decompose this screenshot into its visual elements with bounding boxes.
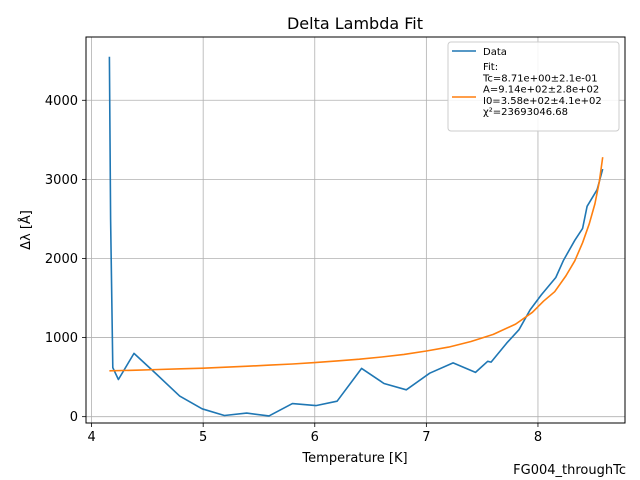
- legend-fit-line: A=9.14e+02±2.8e+02: [483, 85, 599, 96]
- footer-text: FG004_throughTc: [513, 463, 626, 478]
- legend-fit-line: Tc=8.71e+00±2.1e-01: [482, 73, 598, 84]
- axis-ticks: 4 5 6 7 8 0 1000 2000 3000 4000: [45, 94, 542, 445]
- legend-box: [447, 41, 620, 132]
- x-tick-label: 8: [534, 430, 542, 445]
- y-tick-label: 0: [70, 410, 78, 425]
- y-tick-label: 1000: [45, 331, 78, 346]
- data-series-line: [108, 56, 604, 417]
- x-tick-label: 6: [311, 430, 319, 445]
- y-tick-label: 3000: [45, 173, 78, 188]
- fit-series-line: [109, 157, 604, 372]
- x-tick-label: 7: [422, 430, 430, 445]
- legend-fit-line: I0=3.58e+02±4.1e+02: [483, 96, 602, 107]
- y-axis-label: Δλ [Å]: [18, 210, 34, 250]
- legend-label: Data: [483, 47, 507, 58]
- x-axis-label: Temperature [K]: [301, 451, 407, 466]
- x-tick-label: 4: [87, 430, 95, 445]
- y-tick-label: 2000: [45, 252, 78, 267]
- legend-fit-line: χ²=23693046.68: [483, 107, 568, 118]
- plot-frame: [85, 36, 626, 424]
- legend-fit-line: Fit:: [483, 62, 498, 73]
- legend: Data Fit:Tc=8.71e+00±2.1e-01A=9.14e+02±2.…: [447, 41, 620, 132]
- chart-title: Delta Lambda Fit: [287, 14, 423, 33]
- y-tick-label: 4000: [45, 94, 78, 109]
- x-tick-label: 5: [199, 430, 207, 445]
- series-layer: [108, 56, 604, 417]
